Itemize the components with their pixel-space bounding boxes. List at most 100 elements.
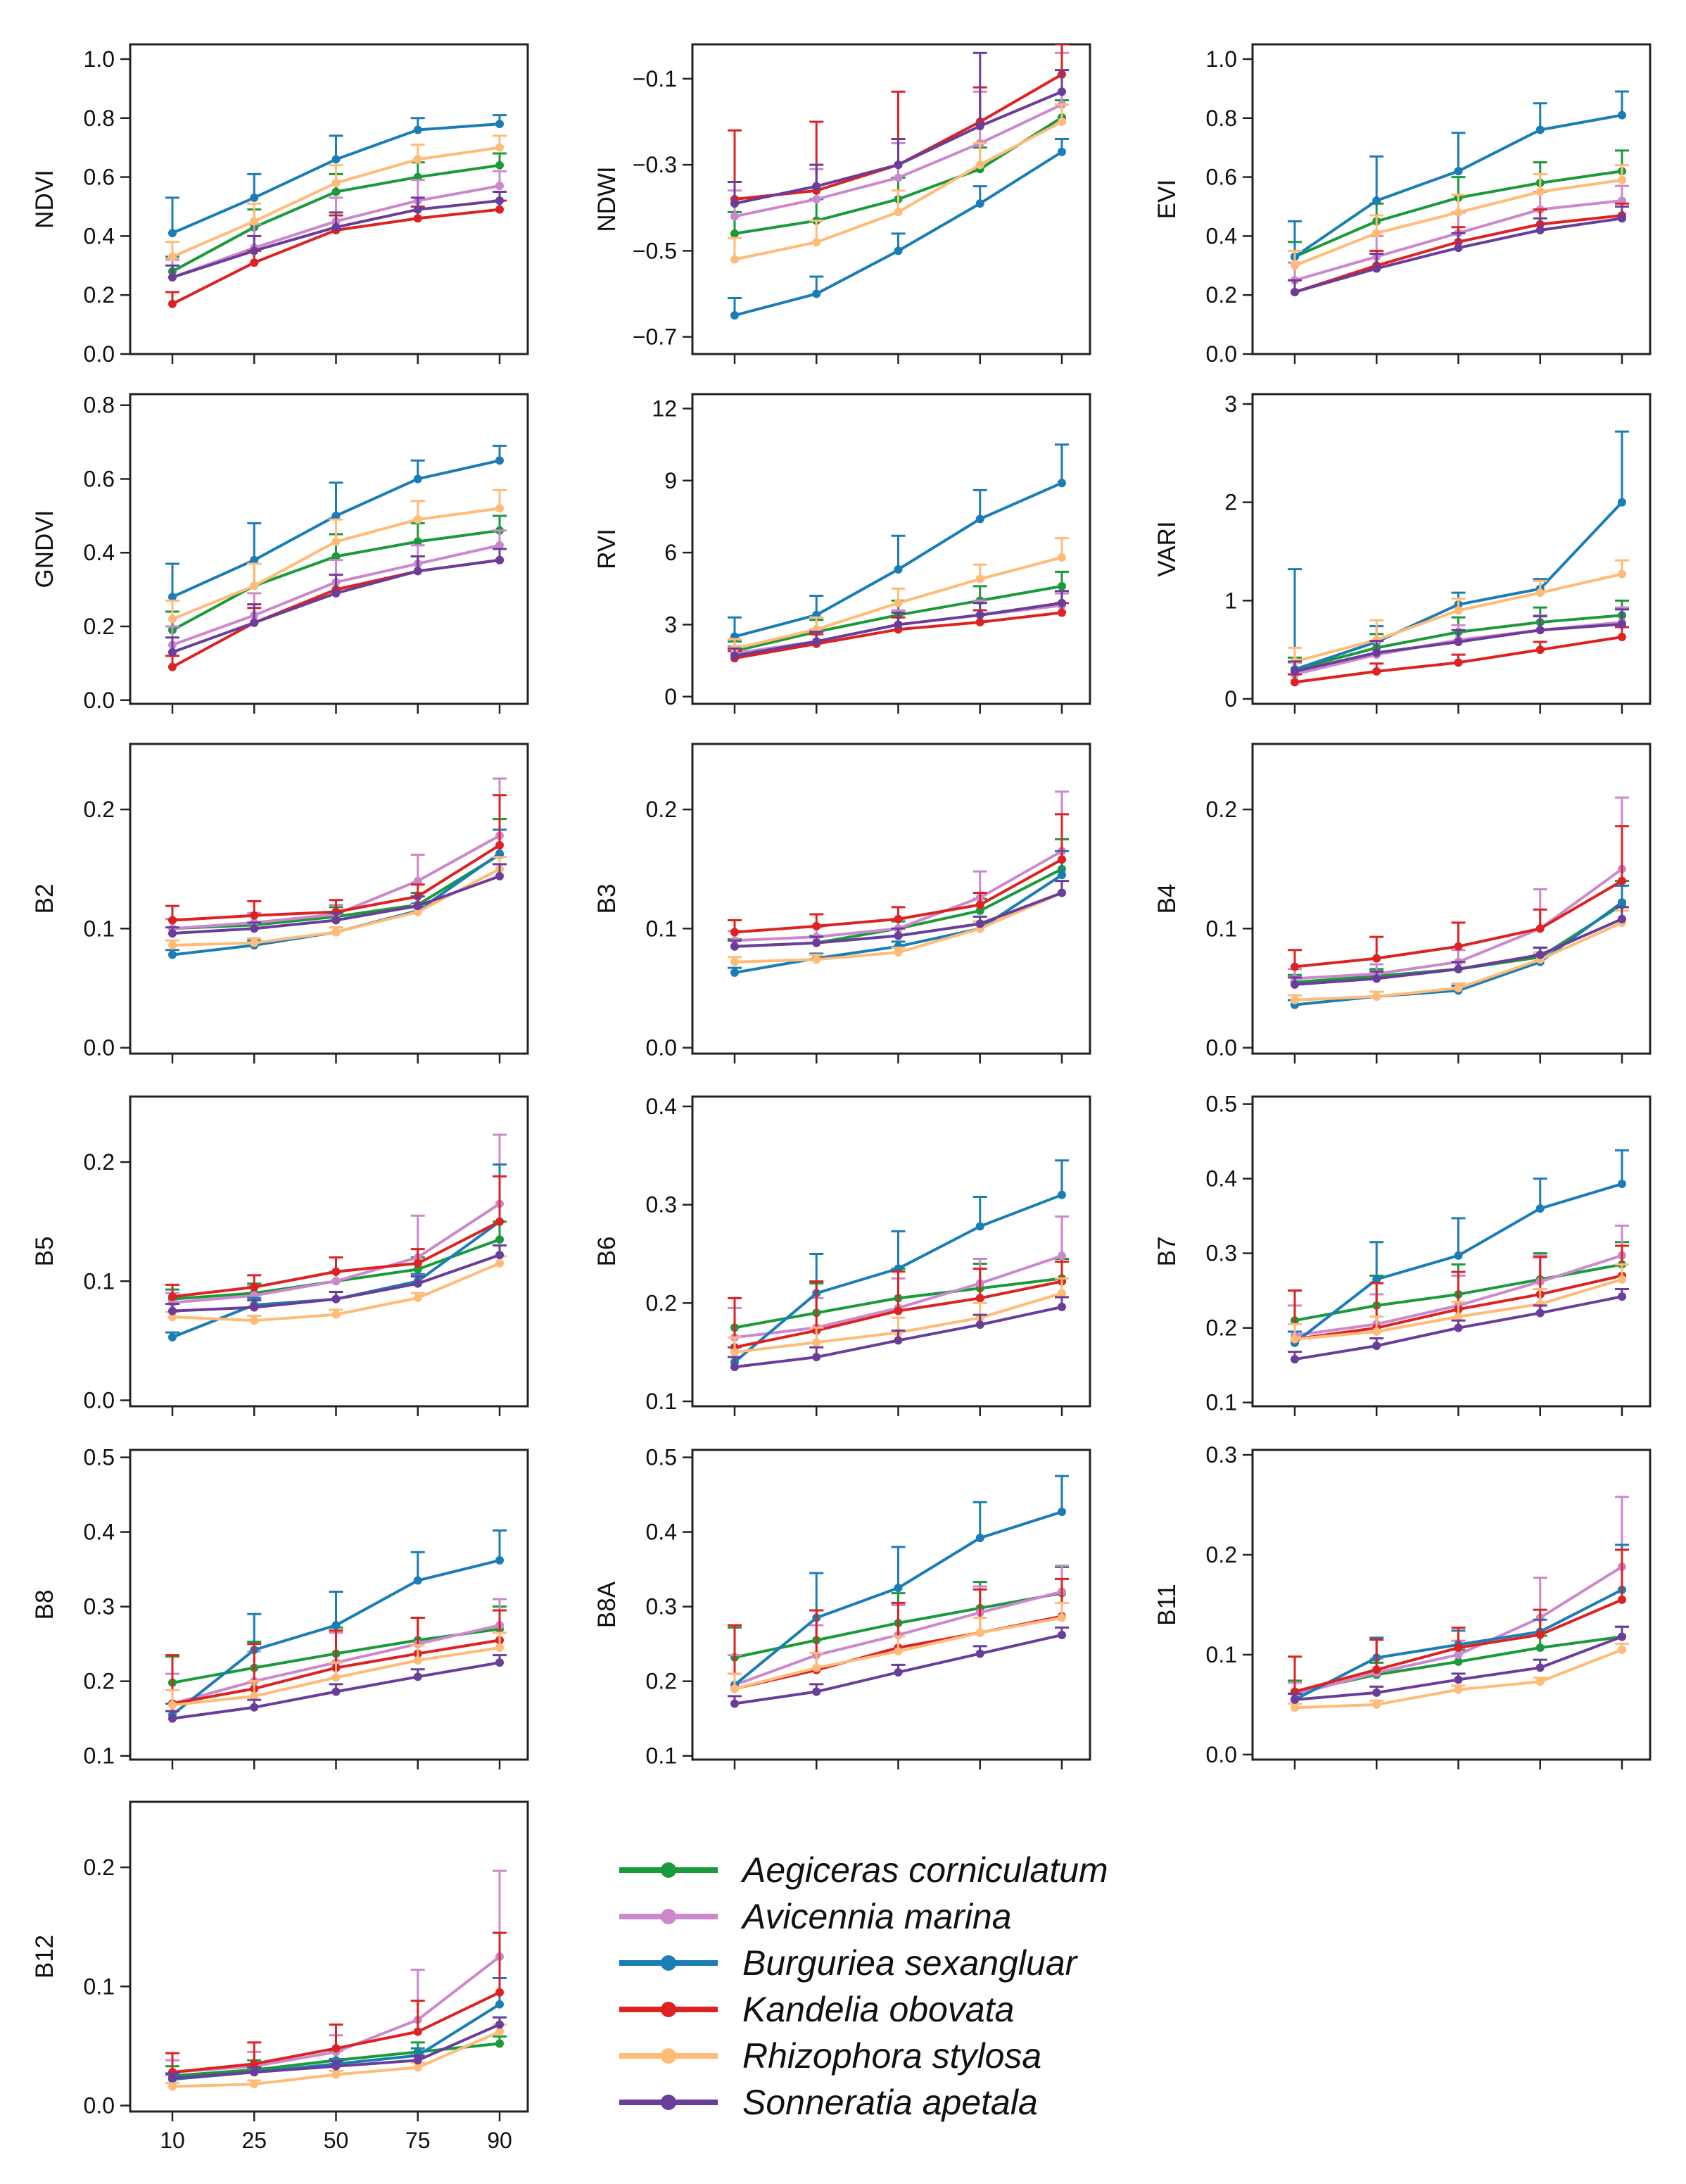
data-point xyxy=(168,614,177,624)
data-point xyxy=(168,950,177,959)
data-point xyxy=(1058,147,1066,156)
series-sonneratia-apetala xyxy=(728,590,1069,660)
data-point xyxy=(1454,1643,1463,1653)
plot-area xyxy=(728,1475,1069,1708)
data-point xyxy=(495,1555,504,1565)
panel-b8: 0.1 0.2 0.3 0.4 0.5 B8 xyxy=(31,1445,529,1769)
data-point xyxy=(1618,111,1626,120)
panel-frame xyxy=(1251,1448,1652,1761)
series-burguriea-sexangluar xyxy=(165,828,507,959)
series-sonneratia-apetala xyxy=(1288,1625,1629,1704)
panels-group: 0.0 0.2 0.4 0.6 0.8 1.0 NDVI −0.7 −0.5 −0.3 −0.1 ND… xyxy=(31,43,1652,2153)
data-point xyxy=(331,1687,341,1696)
data-point xyxy=(495,1258,504,1268)
data-point xyxy=(495,1988,504,1997)
plot-area xyxy=(728,44,1069,320)
plot-area xyxy=(165,1529,507,1723)
data-point xyxy=(1618,1645,1626,1654)
data-point xyxy=(730,229,739,238)
y-tick-label: 0.2 xyxy=(1206,797,1237,822)
data-point xyxy=(1454,983,1463,992)
data-point xyxy=(1618,498,1626,507)
data-point xyxy=(812,938,821,947)
y-tick-label: 0.0 xyxy=(646,1035,677,1061)
panel-b5: 0.0 0.1 0.2 B5 xyxy=(31,1095,529,1416)
data-point xyxy=(894,931,903,940)
data-point xyxy=(168,1306,177,1315)
data-point xyxy=(1454,244,1463,253)
data-point xyxy=(1618,1595,1626,1604)
data-point xyxy=(331,511,341,520)
data-point xyxy=(413,907,422,916)
data-point xyxy=(250,1282,259,1292)
series-sonneratia-apetala xyxy=(728,1626,1069,1708)
data-point xyxy=(894,1647,903,1656)
y-axis-title: B4 xyxy=(1153,884,1181,914)
data-point xyxy=(250,1316,259,1325)
data-point xyxy=(1454,638,1463,646)
data-point xyxy=(1454,1685,1463,1694)
x-tick-label: 25 xyxy=(241,2128,267,2153)
series-burguriea-sexangluar xyxy=(728,137,1069,320)
data-point xyxy=(1454,964,1463,973)
y-axis-title: NDVI xyxy=(31,170,58,229)
data-point xyxy=(1535,1204,1545,1213)
data-point xyxy=(1618,175,1626,184)
series-sonneratia-apetala xyxy=(165,548,507,657)
series-kandelia-obovata xyxy=(728,813,1069,937)
plot-area xyxy=(1288,90,1629,296)
data-point xyxy=(1535,187,1545,196)
y-tick-label: 0.0 xyxy=(84,2093,115,2119)
series-burguriea-sexangluar xyxy=(165,114,507,238)
y-tick-label: 0 xyxy=(1224,686,1237,712)
plot-area xyxy=(1288,430,1629,687)
data-point xyxy=(413,1294,422,1302)
y-tick-label: 0.1 xyxy=(1206,916,1237,941)
data-point xyxy=(331,187,341,196)
y-tick-label: 0.5 xyxy=(646,1445,677,1470)
data-point xyxy=(168,941,177,949)
data-point xyxy=(250,2080,259,2089)
data-point xyxy=(1454,658,1463,667)
data-point xyxy=(495,143,504,152)
data-point xyxy=(495,2020,504,2029)
y-axis-title: B7 xyxy=(1153,1237,1181,1267)
series-sonneratia-apetala xyxy=(1288,205,1629,296)
data-point xyxy=(495,160,504,170)
data-point xyxy=(413,1279,422,1288)
legend-label: Avicennia marina xyxy=(740,1897,1012,1936)
data-point xyxy=(1291,667,1299,676)
data-point xyxy=(413,125,422,134)
y-tick-label: 0.4 xyxy=(84,540,115,565)
y-tick-label: 0.5 xyxy=(1206,1092,1237,1117)
data-point xyxy=(495,1251,504,1260)
data-point xyxy=(975,160,984,170)
data-point xyxy=(975,1222,984,1231)
data-point xyxy=(413,537,422,546)
y-tick-label: 0.2 xyxy=(1206,282,1237,308)
panel-frame xyxy=(1251,743,1652,1055)
panel-frame xyxy=(129,1095,529,1408)
plot-area xyxy=(165,1133,507,1342)
data-point xyxy=(413,155,422,164)
y-tick-label: 0.0 xyxy=(1206,341,1237,367)
legend-item-avicennia-marina: Avicennia marina xyxy=(619,1897,1012,1936)
data-point xyxy=(730,311,739,320)
series-rhizophora-stylosa xyxy=(165,134,507,261)
y-tick-label: 0.1 xyxy=(646,1743,677,1769)
data-point xyxy=(975,900,984,909)
data-point xyxy=(812,238,821,247)
y-axis-title: RVI xyxy=(593,529,621,569)
y-tick-label: 0.2 xyxy=(1206,1542,1237,1567)
data-point xyxy=(495,2039,504,2048)
data-point xyxy=(812,195,821,203)
data-point xyxy=(250,924,259,933)
data-point xyxy=(730,212,739,221)
data-point xyxy=(894,173,903,182)
y-tick-label: 0.3 xyxy=(84,1594,115,1620)
data-point xyxy=(331,552,341,561)
data-point xyxy=(1454,942,1463,951)
data-point xyxy=(168,916,177,925)
y-tick-label: 0.0 xyxy=(84,1388,115,1413)
data-point xyxy=(730,1699,739,1708)
